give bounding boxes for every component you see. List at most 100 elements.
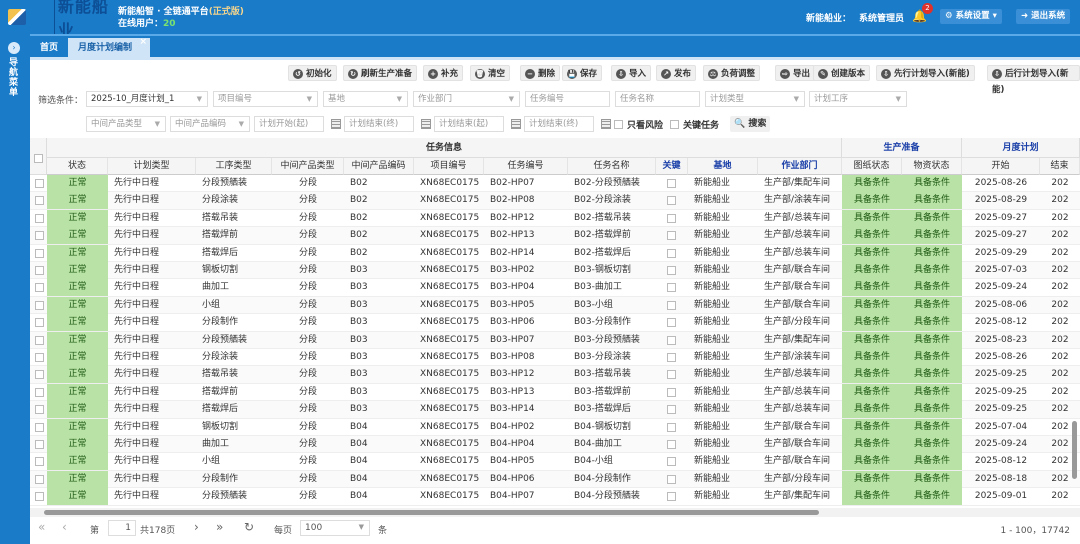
row-checkbox[interactable] xyxy=(35,422,44,432)
row-checkbox[interactable] xyxy=(35,440,44,449)
column-header-11[interactable]: 图纸状态 xyxy=(842,158,902,175)
per-page-select[interactable]: 100 ▼ xyxy=(300,520,370,536)
filter-input-2[interactable]: 作业部门 ▼ xyxy=(413,91,520,107)
toolbar-button-8[interactable]: ⚖ 负荷调整 xyxy=(703,65,761,81)
row-checkbox[interactable] xyxy=(35,213,44,223)
column-header-10[interactable]: 作业部门 xyxy=(758,158,842,175)
calendar-icon[interactable] xyxy=(331,119,341,129)
column-header-12[interactable]: 物资状态 xyxy=(902,158,962,175)
filter-input-0[interactable]: 项目编号 ▼ xyxy=(213,91,318,107)
plan-version-select[interactable]: 2025-10_月度计划_1 ▼ xyxy=(86,91,208,107)
row-checkbox[interactable] xyxy=(35,179,44,188)
key-checkbox[interactable] xyxy=(667,387,676,397)
table-row[interactable]: 正常 先行中日程 小组 分段 B04 XN68EC0175 B04-HP05 B04-小组 新能… xyxy=(30,453,1080,471)
calendar-icon[interactable] xyxy=(421,119,431,129)
table-row[interactable]: 正常 先行中日程 分段涂装 分段 B03 XN68EC0175 B03-HP08 B03-分段… xyxy=(30,349,1080,367)
toolbar-button-7[interactable]: ↗ 发布 xyxy=(656,65,697,81)
vertical-scrollbar[interactable] xyxy=(1070,175,1080,505)
settings-button[interactable]: ⚙ 系统设置 ▾ xyxy=(940,9,1002,24)
row-checkbox[interactable] xyxy=(35,457,44,467)
row-checkbox[interactable] xyxy=(35,492,44,502)
expand-icon[interactable]: › xyxy=(8,42,20,54)
column-header-9[interactable]: 基地 xyxy=(688,158,758,175)
toolbar-button-12[interactable]: ⇩ 后行计划导入(新能) xyxy=(987,65,1080,95)
horizontal-scrollbar[interactable] xyxy=(30,508,1080,517)
filter-input-3[interactable]: 任务编号 xyxy=(525,91,610,107)
page-input[interactable]: 1 xyxy=(108,520,136,536)
key-checkbox[interactable] xyxy=(667,196,676,206)
next-page-icon[interactable]: › xyxy=(194,520,199,534)
key-checkbox[interactable] xyxy=(667,179,676,188)
column-header-0[interactable]: 状态 xyxy=(47,158,108,175)
key-checkbox[interactable] xyxy=(667,405,676,415)
column-header-7[interactable]: 任务名称 xyxy=(568,158,656,175)
table-row[interactable]: 正常 先行中日程 分段预舾装 分段 B04 XN68EC0175 B04-HP07 B04-分… xyxy=(30,488,1080,506)
close-icon[interactable]: × xyxy=(139,37,147,47)
key-task-checkbox[interactable] xyxy=(670,120,679,129)
column-header-3[interactable]: 中间产品类型 xyxy=(272,158,344,175)
key-checkbox[interactable] xyxy=(667,213,676,223)
key-checkbox[interactable] xyxy=(667,474,676,484)
column-header-4[interactable]: 中间产品编码 xyxy=(344,158,414,175)
table-row[interactable]: 正常 先行中日程 曲加工 分段 B03 XN68EC0175 B03-HP04 B03-曲加工… xyxy=(30,279,1080,297)
row-checkbox[interactable] xyxy=(35,370,44,380)
row-checkbox[interactable] xyxy=(35,196,44,206)
column-header-5[interactable]: 项目编号 xyxy=(414,158,484,175)
table-row[interactable]: 正常 先行中日程 搭载焊前 分段 B02 XN68EC0175 B02-HP13 B02-搭载… xyxy=(30,227,1080,245)
toolbar-button-9[interactable]: ⇨ 导出 xyxy=(775,65,816,81)
table-row[interactable]: 正常 先行中日程 搭载焊后 分段 B03 XN68EC0175 B03-HP14 B03-搭载… xyxy=(30,401,1080,419)
table-row[interactable]: 正常 先行中日程 分段制作 分段 B04 XN68EC0175 B04-HP06 B04-分段… xyxy=(30,470,1080,489)
toolbar-button-10[interactable]: ✎ 创建版本 xyxy=(813,65,871,81)
key-checkbox[interactable] xyxy=(667,457,676,467)
table-row[interactable]: 正常 先行中日程 小组 分段 B03 XN68EC0175 B03-HP05 B03-小组 新能… xyxy=(30,296,1080,315)
column-header-2[interactable]: 工序类型 xyxy=(196,158,272,175)
only-risk-checkbox[interactable] xyxy=(614,120,623,129)
refresh-icon[interactable]: ↻ xyxy=(244,520,255,534)
last-page-icon[interactable]: » xyxy=(216,520,224,534)
row-checkbox[interactable] xyxy=(35,335,44,345)
table-row[interactable]: 正常 先行中日程 分段涂装 分段 B02 XN68EC0175 B02-HP08 B02-分段… xyxy=(30,192,1080,210)
table-row[interactable]: 正常 先行中日程 钢板切割 分段 B03 XN68EC0175 B03-HP02 B03-钢板… xyxy=(30,262,1080,280)
table-row[interactable]: 正常 先行中日程 分段预舾装 分段 B02 XN68EC0175 B02-HP07 B02-分… xyxy=(30,175,1080,193)
filter-input-10[interactable]: 计划结束(终) xyxy=(344,116,431,132)
calendar-icon[interactable] xyxy=(511,119,521,129)
row-checkbox[interactable] xyxy=(35,300,44,310)
toolbar-button-1[interactable]: ↻ 刷新生产准备 xyxy=(343,65,418,81)
key-checkbox[interactable] xyxy=(667,231,676,241)
filter-input-11[interactable]: 计划结束(起) xyxy=(434,116,521,132)
column-header-14[interactable]: 结束 xyxy=(1040,158,1080,175)
column-header-6[interactable]: 任务编号 xyxy=(484,158,568,175)
row-checkbox[interactable] xyxy=(35,387,44,397)
row-checkbox[interactable] xyxy=(35,283,44,293)
prev-page-icon[interactable]: ‹ xyxy=(62,520,67,534)
logout-button[interactable]: ➜ 退出系统 xyxy=(1016,9,1071,24)
tab-monthly-plan[interactable]: 月度计划编制 × xyxy=(68,37,150,59)
key-checkbox[interactable] xyxy=(667,318,676,328)
key-checkbox[interactable] xyxy=(667,248,676,258)
row-checkbox[interactable] xyxy=(35,353,44,362)
filter-input-12[interactable]: 计划结束(终) xyxy=(524,116,611,132)
table-row[interactable]: 正常 先行中日程 搭载焊后 分段 B02 XN68EC0175 B02-HP14 B02-搭载… xyxy=(30,244,1080,262)
toolbar-button-11[interactable]: ⇩ 先行计划导入(新能) xyxy=(876,65,975,81)
column-header-1[interactable]: 计划类型 xyxy=(108,158,196,175)
filter-input-4[interactable]: 任务名称 xyxy=(615,91,700,107)
row-checkbox[interactable] xyxy=(35,248,44,258)
filter-input-5[interactable]: 计划类型 ▼ xyxy=(705,91,805,107)
filter-input-6[interactable]: 计划工序 ▼ xyxy=(809,91,907,107)
key-checkbox[interactable] xyxy=(667,335,676,345)
calendar-icon[interactable] xyxy=(601,119,611,129)
key-checkbox[interactable] xyxy=(667,300,676,310)
sidebar-label[interactable]: 导航菜单 xyxy=(9,58,19,98)
select-all-checkbox[interactable] xyxy=(34,154,43,163)
toolbar-button-6[interactable]: ⇩ 导入 xyxy=(611,65,652,81)
toolbar-button-2[interactable]: + 补充 xyxy=(423,65,464,81)
table-row[interactable]: 正常 先行中日程 搭载吊装 分段 B02 XN68EC0175 B02-HP12 B02-搭载… xyxy=(30,209,1080,228)
column-header-8[interactable]: 关键 xyxy=(656,158,688,175)
row-checkbox[interactable] xyxy=(35,474,44,484)
table-row[interactable]: 正常 先行中日程 钢板切割 分段 B04 XN68EC0175 B04-HP02 B04-钢板… xyxy=(30,418,1080,436)
row-checkbox[interactable] xyxy=(35,318,44,328)
toolbar-button-0[interactable]: ↺ 初始化 xyxy=(288,65,337,81)
column-header-13[interactable]: 开始 xyxy=(962,158,1040,175)
table-row[interactable]: 正常 先行中日程 分段制作 分段 B03 XN68EC0175 B03-HP06 B03-分段… xyxy=(30,314,1080,332)
table-row[interactable]: 正常 先行中日程 分段预舾装 分段 B03 XN68EC0175 B03-HP07 B03-分… xyxy=(30,331,1080,349)
